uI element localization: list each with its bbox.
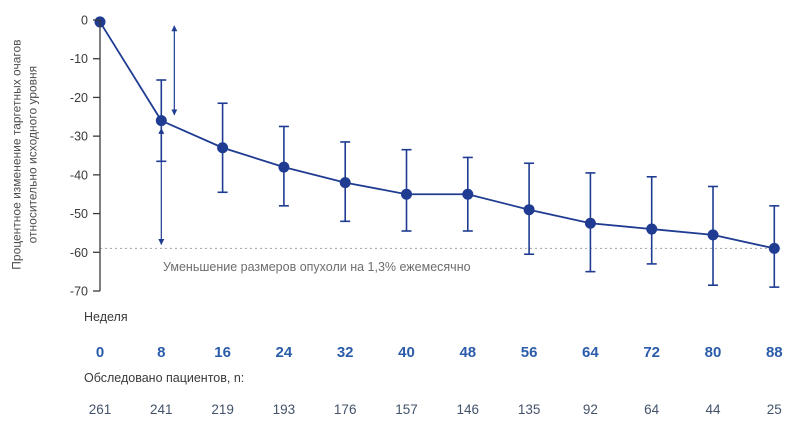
x-axis-label: Неделя (84, 310, 128, 324)
patients-count-week-80: 44 (705, 402, 721, 417)
week-tick-32: 32 (336, 344, 354, 361)
y-tick-label: -40 (70, 168, 88, 182)
data-point-week-56 (523, 204, 535, 216)
week-tick-88: 88 (765, 344, 783, 361)
patients-count-week-40: 157 (395, 402, 418, 417)
patients-count-week-64: 92 (582, 402, 598, 417)
y-tick-label: -70 (70, 285, 88, 299)
week-tick-48: 48 (459, 344, 477, 361)
series-line (99, 21, 775, 250)
week-tick-8: 8 (157, 344, 166, 361)
data-point-week-24 (278, 161, 290, 173)
data-point-week-48 (462, 188, 474, 200)
patients-count-week-24: 193 (272, 402, 296, 417)
week-tick-72: 72 (643, 344, 661, 361)
week-tick-16: 16 (214, 344, 231, 361)
y-tick-label: -50 (70, 207, 88, 221)
patients-count-week-88: 25 (766, 402, 782, 417)
week-tick-64: 64 (582, 344, 599, 361)
data-point-week-16 (217, 142, 229, 154)
annotation-text: Уменьшение размеров опухоли на 1,3% ежем… (163, 260, 471, 274)
data-point-week-32 (339, 177, 351, 189)
data-point-week-80 (707, 229, 719, 241)
y-tick-label: -10 (70, 52, 88, 66)
y-tick-label: -60 (70, 246, 88, 260)
y-tick-label: -20 (70, 91, 88, 105)
week-ticks-row: 0 8 16 24 32 40 48 56 64 72 80 88 (0, 344, 795, 364)
annotation-arrows (158, 25, 178, 246)
patients-count-week-8: 241 (150, 402, 173, 417)
patients-count-week-16: 219 (211, 402, 234, 417)
data-point-week-64 (584, 217, 596, 229)
patients-count-week-32: 176 (333, 402, 357, 417)
week-tick-40: 40 (398, 344, 415, 361)
week-tick-0: 0 (95, 344, 105, 361)
y-tick-label: 0 (81, 14, 88, 28)
data-point-week-88 (768, 242, 780, 254)
week-tick-56: 56 (520, 344, 538, 361)
y-axis: 0 -10 -20 -30 -40 -50 -60 -70 (70, 14, 101, 299)
data-point-week-72 (646, 223, 658, 235)
week-tick-80: 80 (704, 344, 722, 361)
patients-count-label: Обследовано пациентов, n: (84, 371, 245, 385)
patients-count-week-0: 261 (88, 402, 112, 417)
line-chart-canvas: 0 -10 -20 -30 -40 -50 -60 -70 (70, 14, 781, 299)
data-point-week-40 (401, 188, 412, 200)
week-tick-24: 24 (275, 344, 293, 361)
patients-count-week-48: 146 (456, 402, 480, 417)
patients-count-week-56: 135 (517, 402, 541, 417)
patients-count-week-72: 64 (644, 402, 660, 417)
patients-counts-row: 261 241 219 193 176 157 146 135 92 64 44 25 (0, 402, 795, 422)
error-bars (156, 79, 780, 288)
data-points (94, 16, 780, 254)
data-point-week-8 (155, 115, 167, 127)
y-tick-label: -30 (70, 130, 88, 144)
